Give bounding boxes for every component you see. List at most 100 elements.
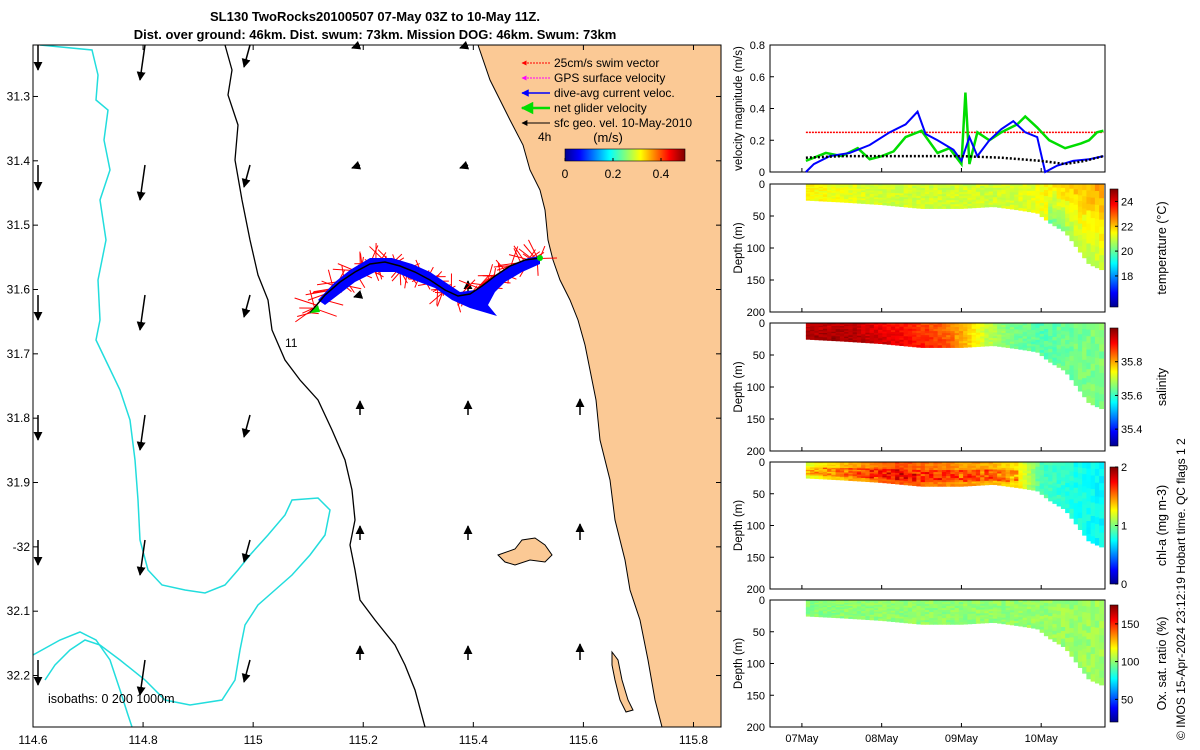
section-cell <box>950 192 956 195</box>
section-cell <box>844 465 849 468</box>
section-cell <box>1082 600 1088 607</box>
section-cell <box>988 462 994 465</box>
section-cell <box>878 463 883 466</box>
section-cell <box>835 186 841 190</box>
section-cell <box>827 607 832 610</box>
section-cell <box>946 468 951 471</box>
section-cell <box>1094 357 1100 366</box>
section-cell <box>869 473 875 476</box>
section-cell <box>1031 200 1037 204</box>
section-cell <box>992 601 998 605</box>
section-cell <box>1005 468 1011 471</box>
section-cell <box>1005 337 1011 340</box>
section-cell <box>933 343 939 346</box>
section-cell <box>899 198 905 202</box>
section-cell <box>954 331 960 334</box>
section-cell <box>1035 349 1041 353</box>
section-cell <box>997 199 1003 202</box>
section-cell <box>835 464 841 467</box>
section-cell <box>827 600 832 603</box>
section-cell <box>1086 197 1092 205</box>
section-cell <box>1099 621 1105 629</box>
section-cell <box>1052 472 1058 477</box>
section-cell <box>933 323 939 326</box>
section-cell <box>929 600 934 603</box>
section-cell <box>1065 621 1071 626</box>
section-cell <box>907 467 913 471</box>
section-cell <box>839 464 845 468</box>
section-cell <box>1005 464 1011 467</box>
section-cell <box>1082 642 1088 650</box>
section-cell <box>835 328 841 331</box>
section-cell <box>933 345 939 348</box>
section-cell <box>844 332 849 335</box>
section-cell <box>839 337 845 341</box>
section-cell <box>903 462 909 465</box>
section-cell <box>963 341 968 344</box>
section-cell <box>988 341 994 345</box>
swim-vector <box>497 262 501 273</box>
section-cell <box>1043 189 1049 194</box>
section-cell <box>1056 640 1062 645</box>
section-cell <box>1001 193 1007 197</box>
section-cell <box>818 601 824 604</box>
section-cell <box>1090 184 1096 192</box>
section-cell <box>912 607 917 611</box>
section-cell <box>933 602 939 605</box>
section-cell <box>865 193 871 197</box>
section-cell <box>920 196 926 199</box>
section-cell <box>805 193 811 196</box>
section-cell <box>1039 184 1045 188</box>
section-cell <box>967 462 973 465</box>
section-cell <box>886 467 892 470</box>
section-cell <box>1065 600 1071 605</box>
geo-velocity-arrow <box>136 294 146 331</box>
section-cell <box>1031 480 1037 484</box>
section-cell <box>852 463 858 466</box>
section-cell <box>899 618 905 621</box>
section-cell <box>865 616 871 619</box>
section-cell <box>852 468 858 471</box>
section-cell <box>941 482 947 485</box>
section-cell <box>865 608 871 611</box>
section-cell <box>814 192 820 195</box>
section-cell <box>941 604 947 607</box>
colorbar-tick-label: 35.6 <box>1121 390 1142 402</box>
section-cell <box>814 327 820 330</box>
section-cell <box>1005 618 1011 621</box>
section-cell <box>1014 602 1020 605</box>
section-cell <box>861 185 866 188</box>
section-cell <box>1043 198 1049 203</box>
section-cell <box>1086 349 1092 357</box>
section-cell <box>1069 476 1075 482</box>
section-cell <box>1077 616 1083 624</box>
section-cell <box>1031 325 1037 329</box>
section-cell <box>1052 603 1058 608</box>
section-cell <box>890 600 896 603</box>
section-cell <box>1009 466 1015 469</box>
section-cell <box>971 611 977 615</box>
section-cell <box>1005 606 1011 609</box>
section-cell <box>1035 344 1041 348</box>
section-cell <box>886 463 892 467</box>
section-cell <box>1043 216 1049 221</box>
section-cell <box>822 193 828 196</box>
section-cell <box>1031 334 1037 338</box>
section-cell <box>878 328 883 331</box>
section-cell <box>954 472 960 475</box>
section-cell <box>856 606 862 609</box>
section-cell <box>1094 378 1100 387</box>
section-cell <box>920 464 926 467</box>
section-cell <box>1077 212 1083 219</box>
section-cell <box>1035 188 1041 192</box>
section-cell <box>954 480 960 483</box>
section-cell <box>1099 262 1105 271</box>
section-cell <box>920 206 926 209</box>
section-cell <box>1014 606 1020 610</box>
section-cell <box>997 205 1003 208</box>
section-cell <box>1005 612 1011 615</box>
section-cell <box>848 471 854 474</box>
section-cell <box>810 601 815 604</box>
lat-tick-label: 31.5 <box>7 218 31 232</box>
section-cell <box>1077 362 1083 369</box>
